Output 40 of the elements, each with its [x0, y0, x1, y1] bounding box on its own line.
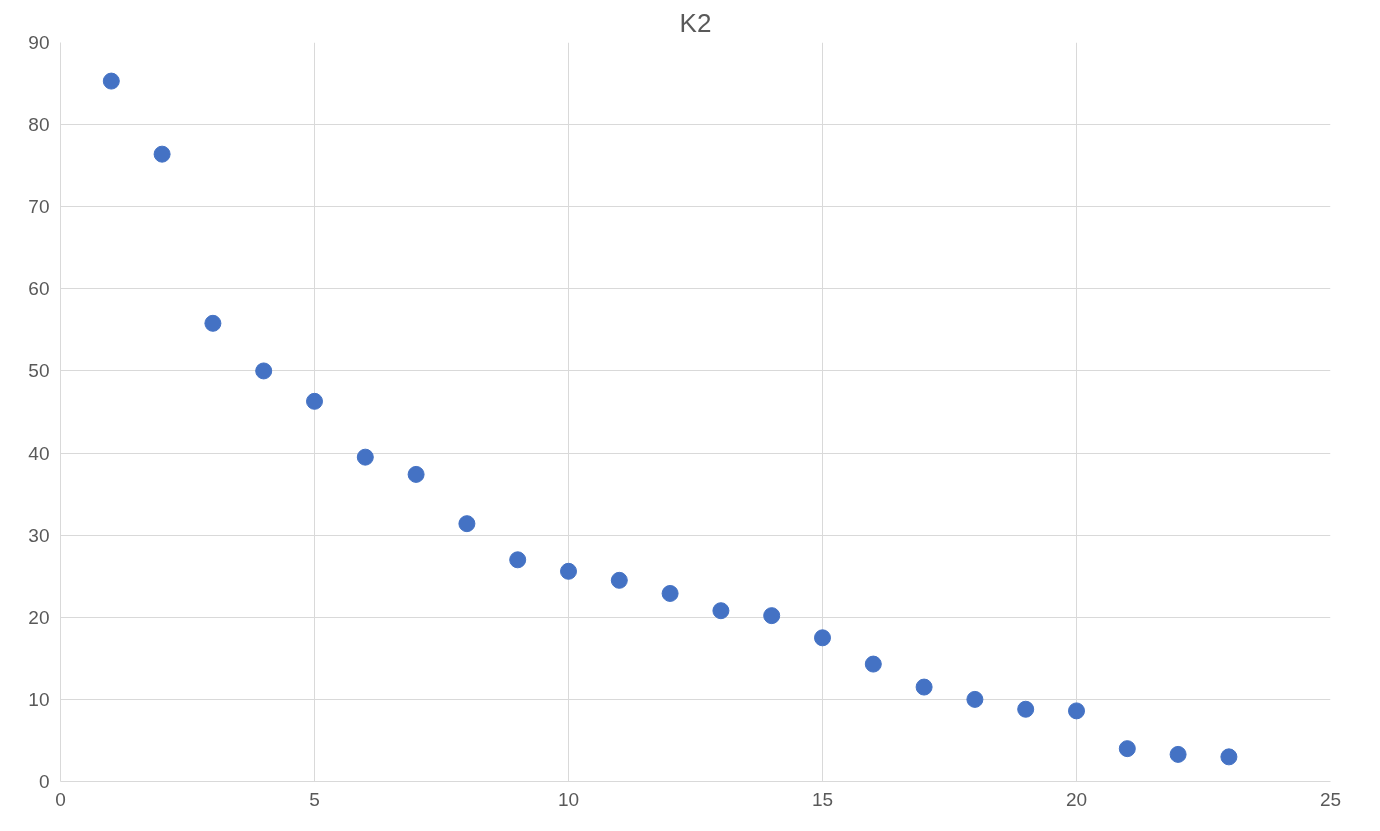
x-tick-label: 15 — [811, 788, 834, 810]
point — [255, 362, 273, 380]
point — [102, 72, 120, 90]
x-tick-label: 0 — [55, 788, 66, 810]
point — [915, 678, 933, 696]
point — [610, 571, 628, 589]
y-tick-label: 30 — [28, 524, 50, 546]
y-tick-label: 50 — [28, 360, 50, 382]
point — [1068, 702, 1085, 720]
x-tick-label: 20 — [1065, 788, 1088, 810]
x-tick-label: 10 — [557, 788, 580, 810]
y-tick-label: 10 — [28, 688, 50, 710]
point — [1118, 740, 1136, 758]
point — [153, 145, 171, 163]
y-tick-label: 60 — [28, 278, 50, 300]
y-tick-label: 40 — [28, 442, 50, 464]
point — [864, 655, 882, 673]
x-tick-label: 25 — [1319, 788, 1342, 810]
point — [356, 448, 374, 466]
point — [1017, 700, 1035, 718]
point — [712, 602, 730, 620]
point — [763, 607, 781, 625]
point — [407, 465, 425, 483]
point — [966, 690, 984, 708]
point — [661, 584, 679, 602]
point — [458, 515, 476, 533]
y-tick-label: 80 — [28, 114, 50, 136]
point — [1169, 745, 1187, 763]
chart-title: K2 — [679, 7, 712, 38]
point — [1220, 748, 1238, 766]
point — [560, 562, 577, 580]
y-tick-label: 90 — [28, 32, 50, 53]
y-tick-label: 0 — [38, 771, 50, 792]
point — [306, 392, 323, 410]
y-tick-label: 20 — [28, 606, 50, 628]
point — [204, 314, 222, 332]
x-tick-label: 5 — [309, 788, 320, 810]
point — [509, 551, 527, 569]
point — [814, 629, 831, 647]
y-tick-label: 70 — [28, 196, 50, 218]
